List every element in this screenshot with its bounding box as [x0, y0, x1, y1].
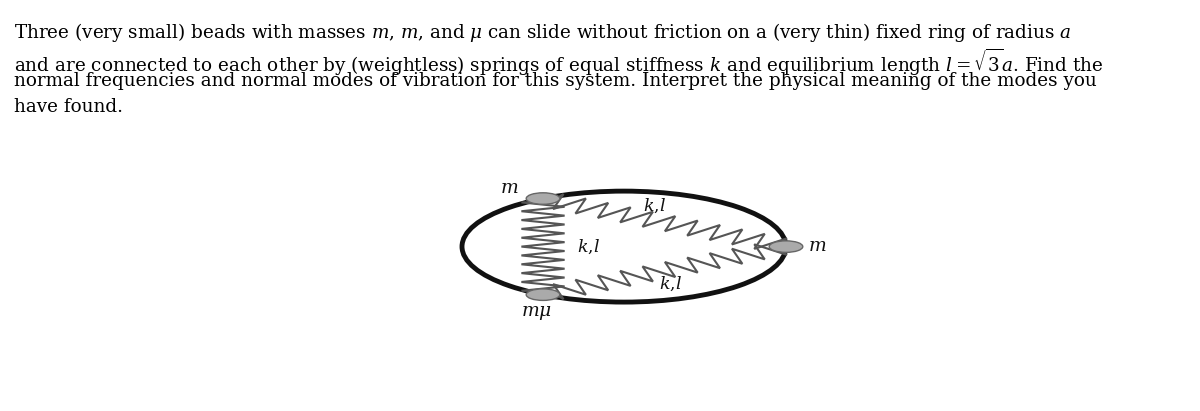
Text: normal frequencies and normal modes of vibration for this system. Interpret the : normal frequencies and normal modes of v… — [14, 72, 1097, 90]
Text: $k,\!l$: $k,\!l$ — [643, 196, 666, 215]
Circle shape — [769, 241, 803, 252]
Text: $m$: $m$ — [808, 237, 827, 255]
Text: $k,\!l$: $k,\!l$ — [659, 275, 682, 293]
Text: $k,\!l$: $k,\!l$ — [577, 238, 600, 256]
Text: and are connected to each other by (weightless) springs of equal stiffness $k$ a: and are connected to each other by (weig… — [14, 46, 1104, 78]
Text: $m\mu$: $m\mu$ — [522, 304, 552, 322]
Circle shape — [527, 193, 559, 204]
Circle shape — [527, 289, 559, 300]
Text: Three (very small) beads with masses $m$, $m$, and $\mu$ can slide without frict: Three (very small) beads with masses $m$… — [14, 21, 1072, 44]
Text: have found.: have found. — [14, 98, 124, 116]
Text: $m$: $m$ — [500, 179, 518, 197]
